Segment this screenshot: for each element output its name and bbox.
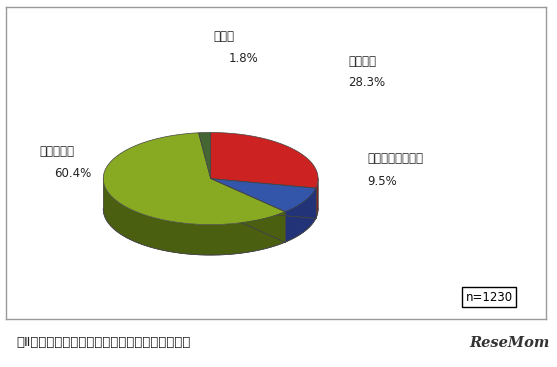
Text: していない: していない (39, 145, 74, 158)
Text: している: している (348, 55, 376, 68)
Text: 今後予定している: 今後予定している (367, 152, 423, 165)
Polygon shape (316, 178, 318, 218)
Polygon shape (103, 133, 285, 225)
Polygon shape (211, 179, 285, 242)
Polygon shape (198, 132, 211, 179)
Polygon shape (211, 132, 318, 188)
Text: 図Ⅱ－７　海外留学経験者の積極的な採用の有無: 図Ⅱ－７ 海外留学経験者の積極的な採用の有無 (17, 335, 191, 349)
Polygon shape (285, 188, 316, 242)
Text: n=1230: n=1230 (466, 291, 512, 304)
Text: 60.4%: 60.4% (54, 167, 91, 181)
Polygon shape (211, 179, 316, 218)
Text: 28.3%: 28.3% (348, 76, 385, 89)
Polygon shape (103, 178, 285, 255)
Text: 無回答: 無回答 (214, 30, 234, 43)
Polygon shape (211, 179, 285, 242)
Polygon shape (211, 179, 316, 212)
Text: 1.8%: 1.8% (228, 52, 258, 65)
Polygon shape (211, 179, 316, 218)
Text: ReseMom: ReseMom (470, 336, 550, 350)
Text: 9.5%: 9.5% (367, 175, 397, 188)
